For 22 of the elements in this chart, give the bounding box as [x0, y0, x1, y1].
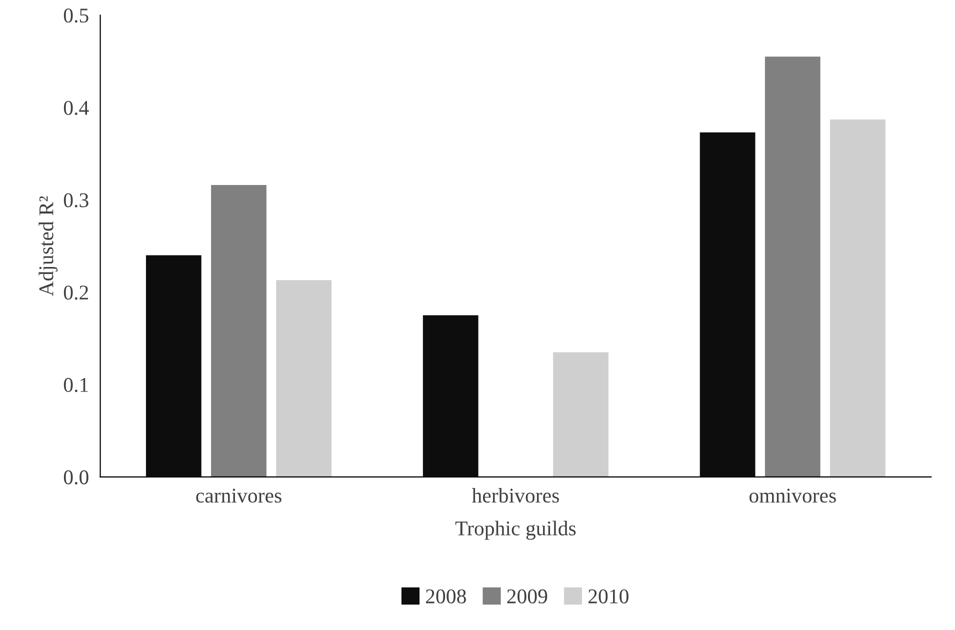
x-axis-title: Trophic guilds [455, 520, 576, 540]
y-tick-label: 0.3 [64, 193, 88, 208]
x-tick-label: herbivores [472, 488, 559, 503]
bar [553, 352, 608, 477]
y-tick-label: 0.4 [64, 100, 89, 115]
y-tick-label: 0.0 [64, 470, 88, 484]
bar [764, 56, 820, 477]
bar [700, 132, 756, 477]
bar [146, 255, 202, 477]
legend-label: 2010 [588, 589, 628, 604]
x-tick-label: carnivores [196, 488, 282, 503]
y-axis-title: Adjusted R² [38, 196, 58, 296]
bar [276, 280, 332, 477]
bar [830, 119, 886, 477]
x-tick-label: omnivores [749, 488, 836, 503]
y-tick-label: 0.2 [64, 286, 88, 300]
legend-label: 2008 [426, 589, 466, 604]
legend-label: 2009 [507, 589, 548, 604]
bar [422, 315, 478, 477]
y-tick-label: 0.1 [64, 378, 88, 392]
bar [211, 185, 266, 477]
y-tick-label: 0.5 [64, 8, 88, 23]
